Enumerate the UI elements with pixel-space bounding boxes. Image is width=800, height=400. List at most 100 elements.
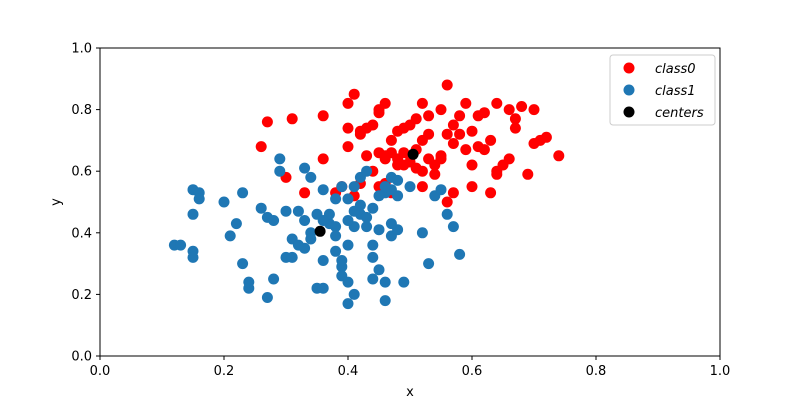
point-class1-26 (299, 162, 311, 174)
point-class1-3 (187, 251, 199, 263)
point-class0-19 (516, 101, 528, 112)
x-tick-label: 0.2 (214, 364, 235, 379)
point-class0-76 (435, 153, 447, 165)
point-class0-50 (478, 144, 490, 156)
point-class1-64 (317, 184, 329, 196)
point-class1-89 (286, 251, 298, 263)
point-class1-55 (392, 190, 404, 202)
point-class0-80 (466, 181, 478, 193)
point-class0-35 (385, 134, 397, 146)
point-class0-82 (491, 168, 503, 180)
point-class0-83 (522, 168, 534, 180)
legend-marker-class1 (623, 84, 635, 96)
x-tick-label: 0.8 (586, 364, 607, 379)
point-class0-46 (454, 128, 466, 140)
point-class0-59 (553, 150, 565, 162)
point-class0-16 (491, 97, 503, 109)
point-class0-1 (286, 113, 298, 125)
point-class0-48 (466, 125, 478, 137)
point-class0-55 (509, 122, 521, 134)
point-class0-3 (342, 97, 354, 109)
point-class1-21 (274, 165, 286, 177)
point-class1-78 (354, 199, 366, 211)
point-class0-58 (540, 131, 552, 143)
point-class0-21 (255, 141, 267, 153)
point-class0-63 (361, 150, 373, 162)
point-class0-18 (509, 113, 521, 125)
point-class1-56 (404, 181, 416, 193)
legend-label-centers: centers (655, 106, 704, 121)
axes-frame (99, 47, 721, 357)
point-class1-83 (305, 233, 317, 245)
legend-marker-centers (623, 106, 635, 118)
point-class1-41 (348, 288, 360, 300)
point-class1-68 (348, 181, 360, 193)
point-class0-31 (367, 119, 379, 131)
point-class1-36 (330, 245, 342, 257)
legend-marker-class0 (623, 62, 635, 74)
point-class0-0 (261, 116, 273, 128)
point-class1-12 (237, 187, 249, 199)
point-class1-22 (280, 205, 292, 217)
point-class1-47 (367, 251, 379, 263)
point-class1-1 (175, 239, 187, 251)
point-class1-20 (274, 153, 286, 165)
y-tick-label: 0.6 (71, 165, 92, 180)
point-class1-46 (367, 239, 379, 251)
point-class1-91 (373, 224, 385, 236)
legend: class0 class1 centers (609, 54, 716, 126)
point-class0-8 (423, 110, 435, 122)
point-class1-25 (292, 205, 304, 217)
point-class1-34 (330, 221, 342, 233)
point-class0-45 (447, 138, 459, 149)
point-class1-42 (342, 239, 354, 251)
point-class1-61 (447, 221, 459, 233)
point-class0-23 (299, 187, 311, 199)
point-class0-78 (447, 187, 459, 199)
point-class1-71 (367, 202, 379, 214)
point-class0-88 (392, 159, 404, 171)
point-class0-2 (317, 110, 329, 122)
point-class0-24 (317, 153, 329, 165)
point-class1-76 (342, 215, 354, 226)
point-class1-32 (317, 255, 329, 266)
point-class0-32 (373, 107, 385, 119)
point-class0-6 (379, 97, 391, 109)
point-class1-45 (361, 221, 373, 233)
y-tick-label: 0.4 (71, 226, 92, 241)
point-class1-10 (230, 218, 242, 230)
point-class0-12 (454, 110, 466, 122)
point-class0-20 (528, 104, 540, 116)
point-class1-14 (243, 276, 255, 288)
point-class0-47 (460, 144, 472, 156)
point-class0-44 (441, 128, 453, 140)
point-class0-11 (447, 119, 459, 131)
point-class1-8 (218, 196, 230, 208)
point-class1-31 (317, 282, 329, 294)
point-class1-28 (299, 215, 311, 226)
point-class1-85 (367, 273, 379, 285)
point-class0-79 (466, 159, 478, 171)
point-class0-54 (503, 153, 515, 165)
y-tick-label: 1.0 (71, 42, 92, 57)
point-class0-86 (410, 162, 422, 174)
point-class0-73 (416, 181, 428, 193)
point-class1-63 (435, 184, 447, 196)
point-class1-72 (373, 190, 385, 202)
point-class1-11 (237, 258, 249, 270)
x-tick-label: 0.6 (462, 364, 483, 379)
point-class0-77 (441, 196, 453, 208)
y-tick-label: 0.8 (71, 103, 92, 118)
y-axis-label: y (49, 198, 64, 206)
point-class1-66 (336, 181, 348, 193)
point-class1-79 (361, 211, 373, 223)
legend-label-class1: class1 (655, 84, 696, 99)
x-tick-label: 0.0 (90, 364, 111, 379)
point-class1-65 (330, 193, 342, 205)
point-class0-15 (478, 107, 490, 119)
point-class1-58 (423, 258, 435, 270)
point-centers-1 (314, 225, 326, 237)
legend-box (609, 54, 716, 126)
point-class1-84 (336, 255, 348, 266)
